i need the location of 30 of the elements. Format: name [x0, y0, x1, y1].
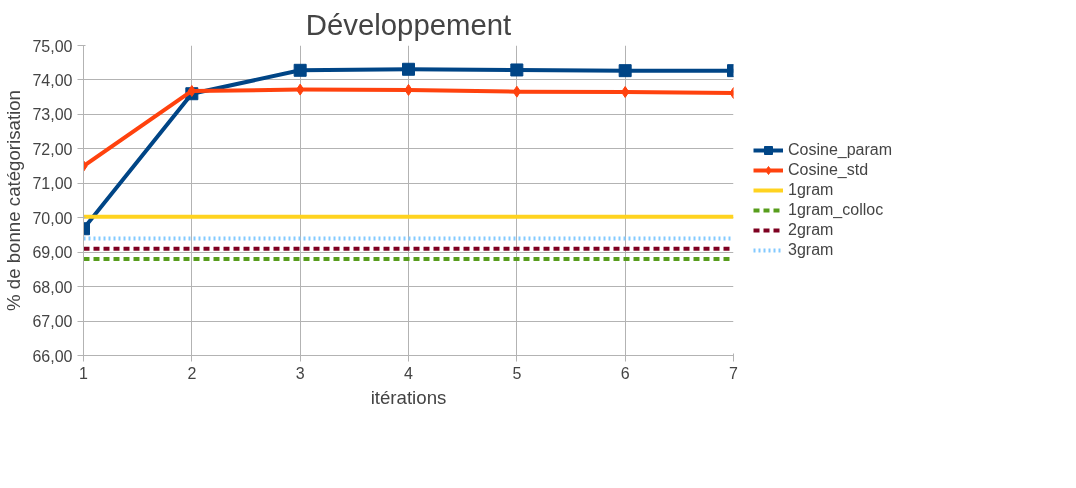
y-tick-label: 73,00 — [32, 106, 73, 124]
y-axis-title: % de bonne catégorisation — [3, 90, 25, 311]
y-tick-label: 71,00 — [32, 175, 73, 193]
x-tick-label: 1 — [79, 364, 89, 382]
point — [618, 64, 632, 78]
chart-title: Développement — [305, 7, 512, 41]
legend-label: Cosine_std — [788, 161, 869, 179]
legend-label: Cosine_param — [788, 141, 893, 159]
y-tick-label: 68,00 — [32, 278, 73, 296]
x-tick-label: 6 — [620, 364, 630, 382]
y-tick-label: 75,00 — [32, 37, 73, 55]
y-tick-label: 66,00 — [32, 347, 73, 365]
legend-label: 2gram — [788, 221, 834, 239]
x-tick-label: 4 — [404, 364, 414, 382]
x-axis-title: itérations — [370, 386, 447, 408]
point — [293, 63, 307, 77]
y-tick-label: 70,00 — [32, 209, 73, 227]
y-tick-label: 74,00 — [32, 71, 73, 89]
x-tick-label: 3 — [295, 364, 305, 382]
y-tick-label: 69,00 — [32, 244, 73, 262]
legend-label: 1gram — [788, 181, 834, 199]
legend-label: 1gram_colloc — [788, 201, 884, 219]
x-tick-label: 2 — [187, 364, 197, 382]
legend-label: 3gram — [788, 241, 834, 259]
x-tick-label: 5 — [512, 364, 522, 382]
x-tick-label: 7 — [729, 364, 739, 382]
y-tick-label: 67,00 — [32, 313, 73, 331]
point — [402, 62, 415, 76]
point — [510, 63, 524, 77]
y-tick-label: 72,00 — [32, 140, 73, 158]
